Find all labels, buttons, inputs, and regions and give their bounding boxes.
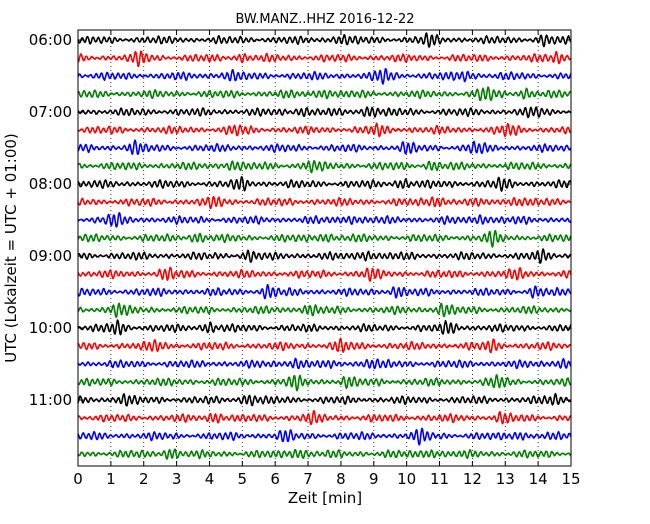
trace-0615 — [77, 50, 572, 67]
x-axis-label: Zeit [min] — [288, 489, 362, 507]
x-tick-label: 3 — [172, 470, 182, 488]
x-tick-label: 8 — [336, 470, 346, 488]
trace-0645 — [77, 86, 572, 102]
trace-0600 — [77, 32, 572, 48]
chart-title: BW.MANZ..HHZ 2016-12-22 — [235, 12, 414, 27]
y-tick-label: 09:00 — [29, 247, 72, 265]
x-tick-label: 13 — [496, 470, 515, 488]
y-tick-group: 06:00 07:00 08:00 09:00 10:00 11:00 — [29, 31, 571, 409]
trace-0745 — [77, 160, 572, 174]
trace-0815 — [77, 195, 572, 210]
x-tick-label: 0 — [73, 470, 83, 488]
x-tick-label: 5 — [238, 470, 248, 488]
trace-1000 — [77, 319, 572, 336]
trace-0630 — [77, 67, 572, 85]
x-tick-label: 2 — [139, 470, 149, 488]
plot-frame — [77, 29, 572, 467]
x-tick-label: 9 — [369, 470, 379, 488]
trace-0915 — [77, 266, 572, 282]
trace-1100 — [77, 392, 572, 407]
trace-0830 — [77, 212, 572, 228]
x-tick-label: 10 — [397, 470, 416, 488]
trace-1030 — [77, 357, 572, 370]
trace-0730 — [77, 139, 572, 156]
x-tick-label: 15 — [561, 470, 580, 488]
trace-1015 — [77, 337, 572, 354]
trace-1045 — [77, 374, 572, 392]
x-tick-label: 14 — [529, 470, 548, 488]
y-tick-label: 10:00 — [29, 319, 72, 337]
x-tick-label: 4 — [205, 470, 215, 488]
trace-group — [77, 32, 572, 460]
y-tick-label: 07:00 — [29, 103, 72, 121]
trace-1130 — [77, 427, 572, 446]
trace-0800 — [77, 176, 572, 192]
y-tick-label: 11:00 — [29, 391, 72, 409]
x-tick-label: 6 — [270, 470, 280, 488]
trace-0845 — [77, 229, 572, 248]
x-tick-label: 7 — [303, 470, 313, 488]
x-tick-group: 0 1 2 3 4 5 6 7 8 9 10 11 12 13 14 15 — [73, 30, 581, 488]
x-tick-label: 11 — [430, 470, 449, 488]
y-tick-label: 06:00 — [29, 31, 72, 49]
trace-0700 — [77, 106, 572, 119]
trace-0945 — [77, 302, 572, 318]
y-tick-label: 08:00 — [29, 175, 72, 193]
trace-0715 — [77, 122, 572, 138]
y-axis-label: UTC (Lokalzeit = UTC + 01:00) — [2, 133, 20, 363]
trace-0930 — [77, 283, 572, 300]
trace-1115 — [77, 409, 572, 426]
vertical-grid — [110, 30, 539, 466]
x-tick-label: 12 — [463, 470, 482, 488]
trace-1145 — [77, 448, 572, 460]
trace-0900 — [77, 248, 572, 264]
x-tick-label: 1 — [106, 470, 116, 488]
